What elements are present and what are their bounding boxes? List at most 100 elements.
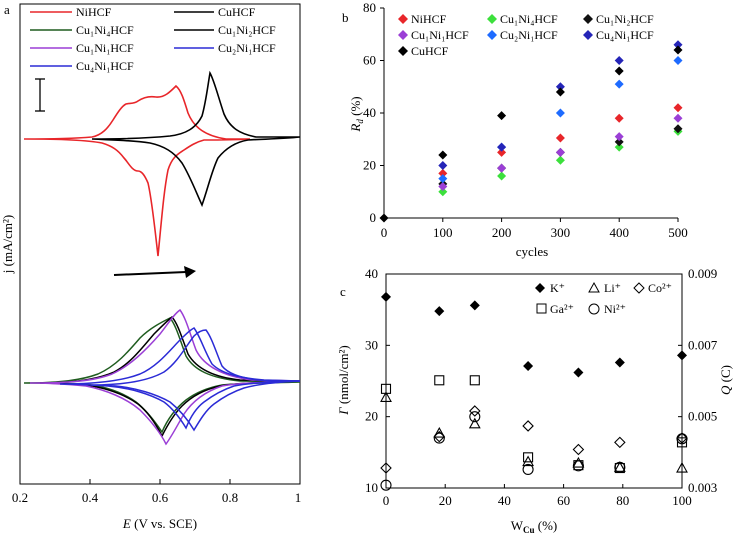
data-point-cunihcf bbox=[614, 132, 624, 142]
legend-label-cu1ni1hcf: Cu₁Ni₁HCF bbox=[411, 28, 469, 42]
panel-b-legend: NiHCF Cu₁Ni₄HCF Cu₁Ni₂HCF Cu₁Ni₁HCF Cu₂N… bbox=[398, 12, 654, 58]
data-point-cunihcf bbox=[555, 108, 565, 118]
scan-direction-arrow bbox=[113, 271, 187, 276]
panel-b-x-tick: 400 bbox=[609, 225, 629, 240]
data-point-cunihcf bbox=[673, 124, 683, 134]
panel-c-y2-tick: 0.005 bbox=[688, 409, 717, 424]
panel-a-label: a bbox=[4, 2, 10, 17]
panel-c-x-tick: 80 bbox=[616, 493, 629, 508]
data-point-cuhcf bbox=[673, 45, 683, 55]
cv-curve-cu1ni4hcf bbox=[23, 317, 301, 434]
panel-c-y2-tick: 0.003 bbox=[688, 480, 717, 495]
legend-label-cu1ni4hcf: Cu₁Ni₄HCF bbox=[76, 23, 134, 37]
panel-b-y-axis-title: Rd (%) bbox=[348, 96, 365, 132]
panel-c-y-tick: 40 bbox=[365, 266, 378, 281]
legend-label-li: Li⁺ bbox=[604, 281, 621, 295]
data-point-cunihcf bbox=[438, 187, 448, 197]
panel-a-cyclic-voltammograms: a NiHCF CuHCF Cu₁Ni₄HCF Cu₁Ni₂HCF Cu₁Ni₁… bbox=[0, 2, 301, 531]
panel-b-y-tick: 80 bbox=[363, 0, 376, 15]
data-point-li bbox=[433, 426, 446, 438]
data-point-nihcf bbox=[555, 133, 565, 143]
legend-marker-cu4ni1hcf bbox=[583, 30, 593, 40]
panel-a-x-tick: 1 bbox=[295, 490, 302, 505]
data-point-k bbox=[381, 291, 391, 302]
legend-marker-ni bbox=[588, 303, 600, 315]
data-point-li bbox=[380, 391, 392, 402]
data-point-origin bbox=[379, 213, 389, 223]
panel-c-x-tick: 60 bbox=[557, 493, 570, 508]
legend-label-cu1ni1hcf: Cu₁Ni₁HCF bbox=[76, 41, 134, 55]
data-point-cunihcf bbox=[438, 174, 448, 184]
legend-marker-nihcf bbox=[398, 14, 408, 24]
legend-label-cu2ni1hcf: Cu₂Ni₁HCF bbox=[218, 41, 276, 55]
data-point-ga bbox=[676, 437, 688, 448]
panel-c-y-axis-title: Γ (nmol/cm²) bbox=[336, 345, 351, 415]
panel-c-x-tick: 20 bbox=[439, 493, 452, 508]
panel-b-x-tick: 300 bbox=[551, 225, 571, 240]
data-point-co bbox=[380, 462, 392, 474]
panel-c-x-axis-title: WCu (%) bbox=[511, 518, 558, 535]
data-point-cuhcf bbox=[555, 87, 565, 97]
data-point-nihcf bbox=[614, 113, 624, 123]
legend-marker-li bbox=[588, 281, 600, 293]
legend-marker-ga bbox=[536, 303, 547, 314]
data-point-ga bbox=[469, 375, 480, 386]
legend-label-cu4ni1hcf: Cu₄Ni₁HCF bbox=[596, 28, 654, 42]
panel-a-x-axis: 0.2 0.4 0.6 0.8 1 E (V vs. SCE) bbox=[12, 479, 301, 531]
legend-label-cu1ni4hcf: Cu₁Ni₄HCF bbox=[500, 12, 558, 26]
data-point-ni bbox=[614, 461, 626, 473]
legend-label-nihcf: NiHCF bbox=[411, 12, 447, 26]
panel-c-x-tick: 40 bbox=[498, 493, 511, 508]
cv-curve-cu4ni1hcf bbox=[91, 329, 301, 432]
scan-direction-arrowhead bbox=[184, 266, 196, 278]
panel-c-x-tick: 0 bbox=[383, 493, 390, 508]
panel-b-x-tick: 100 bbox=[433, 225, 453, 240]
legend-marker-cuhcf bbox=[398, 46, 408, 56]
cv-curve-nihcf bbox=[23, 84, 251, 257]
data-point-cunihcf bbox=[438, 182, 448, 191]
data-point-li bbox=[522, 455, 535, 467]
data-point-cunihcf bbox=[614, 56, 624, 65]
panel-b-ticks: 0 100 200 300 400 500 0 20 40 60 80 bbox=[363, 0, 688, 240]
data-point-cunihcf bbox=[497, 142, 507, 152]
panel-b-x-tick: 200 bbox=[492, 225, 512, 240]
data-point-cunihcf bbox=[555, 147, 565, 157]
data-point-co bbox=[522, 420, 534, 432]
legend-marker-cu2ni1hcf bbox=[487, 30, 497, 40]
legend-label-cu4ni1hcf: Cu₄Ni₁HCF bbox=[76, 59, 134, 73]
data-point-li bbox=[572, 456, 585, 468]
data-point-cunihcf bbox=[497, 163, 507, 173]
data-point-ni bbox=[380, 479, 392, 491]
panel-c-frame bbox=[385, 273, 683, 489]
data-point-cunihcf bbox=[614, 142, 624, 152]
panel-a-x-tick: 0.4 bbox=[82, 490, 99, 505]
data-point-cunihcf bbox=[673, 40, 683, 50]
legend-label-cu1ni2hcf: Cu₁Ni₂HCF bbox=[596, 12, 654, 26]
panel-a-y-axis-title: j (mA/cm²) bbox=[0, 215, 15, 274]
data-point-nihcf bbox=[497, 147, 507, 157]
legend-marker-cu1ni2hcf bbox=[583, 14, 593, 24]
data-point-ga bbox=[434, 375, 445, 386]
panel-a-x-tick: 0.8 bbox=[222, 490, 238, 505]
data-point-cunihcf bbox=[673, 56, 683, 65]
legend-label-cu1ni2hcf: Cu₁Ni₂HCF bbox=[218, 23, 276, 37]
panel-b-y-tick: 20 bbox=[363, 158, 376, 173]
panel-b-x-tick: 500 bbox=[668, 225, 688, 240]
data-point-co bbox=[469, 405, 481, 417]
panel-c-legend: K⁺ Li⁺ Co²⁺ Ga²⁺ Ni²⁺ bbox=[535, 281, 672, 316]
panel-c-gamma-vs-wcu: c 0 20 40 60 80 100 10 20 30 40 0.003 0.005 0.007 0.0… bbox=[336, 266, 733, 535]
legend-marker-cu1ni1hcf bbox=[398, 30, 408, 40]
data-point-co bbox=[572, 443, 585, 456]
panel-b-x-tick: 0 bbox=[381, 225, 388, 240]
legend-label-cuhcf: CuHCF bbox=[411, 44, 449, 58]
data-point-co bbox=[676, 432, 688, 444]
panel-b-y-tick: 0 bbox=[370, 210, 377, 225]
legend-marker-co bbox=[633, 282, 645, 294]
data-point-k bbox=[469, 300, 480, 311]
panel-a-x-axis-title: E (V vs. SCE) bbox=[122, 516, 197, 531]
panel-a-scale-bar bbox=[35, 78, 45, 112]
data-point-li bbox=[613, 461, 626, 472]
cv-curve-cuhcf bbox=[91, 70, 301, 208]
panel-b-y-tick: 40 bbox=[363, 105, 376, 120]
